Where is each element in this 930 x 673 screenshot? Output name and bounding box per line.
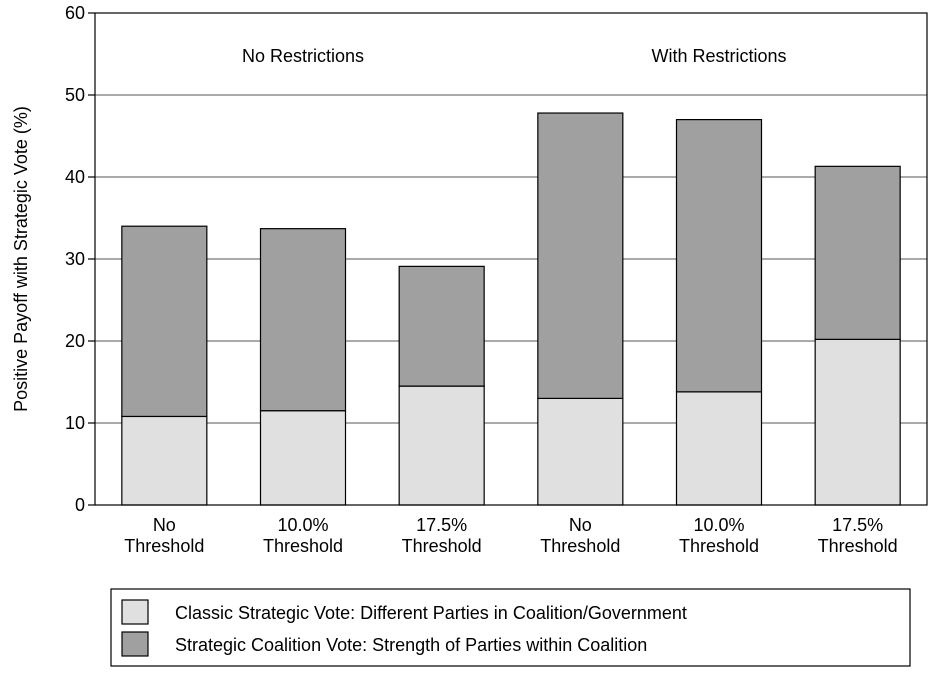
y-tick-label: 40 xyxy=(65,167,85,187)
legend-label: Strategic Coalition Vote: Strength of Pa… xyxy=(175,635,647,655)
bar-segment-series-1 xyxy=(675,391,763,506)
bar-segment-series-2 xyxy=(537,112,624,399)
legend-box xyxy=(110,588,911,667)
grid-lines xyxy=(95,94,927,424)
group-labels: No Restrictions With Restrictions xyxy=(242,46,787,66)
y-tick-label: 60 xyxy=(65,3,85,23)
legend-swatch xyxy=(121,599,149,625)
bar-segment-series-1 xyxy=(537,397,624,506)
y-tick-label: 10 xyxy=(65,413,85,433)
x-tick-label: 17.5% Threshold xyxy=(818,515,898,556)
bar-segment-series-2 xyxy=(121,225,208,418)
bar-segment-series-2 xyxy=(675,118,763,393)
x-tick-label: 17.5% Threshold xyxy=(402,515,482,556)
bar-segment-series-2 xyxy=(259,228,347,412)
x-tick-label: 10.0% Threshold xyxy=(263,515,343,556)
legend: Classic Strategic Vote: Different Partie… xyxy=(110,588,911,667)
y-axis-label: Positive Payoff with Strategic Vote (%) xyxy=(11,106,31,412)
x-axis-tick-labels: No Threshold 10.0% Threshold 17.5% Threshold N… xyxy=(124,515,897,556)
bars xyxy=(121,112,901,506)
bar-segment-series-2 xyxy=(814,165,901,340)
bar-segment-series-1 xyxy=(398,385,485,506)
y-axis-ticks: 0 10 20 30 40 50 60 xyxy=(65,3,95,515)
bar-segment-series-1 xyxy=(121,415,208,506)
y-tick-label: 30 xyxy=(65,249,85,269)
x-tick-label: No Threshold xyxy=(540,515,620,556)
y-tick-label: 20 xyxy=(65,331,85,351)
legend-label: Classic Strategic Vote: Different Partie… xyxy=(175,603,687,623)
y-tick-label: 0 xyxy=(75,495,85,515)
x-tick-label: 10.0% Threshold xyxy=(679,515,759,556)
group-label: With Restrictions xyxy=(651,46,786,66)
x-tick-label: No Threshold xyxy=(124,515,204,556)
group-label: No Restrictions xyxy=(242,46,364,66)
legend-swatch xyxy=(121,631,149,657)
y-tick-label: 50 xyxy=(65,85,85,105)
bar-segment-series-1 xyxy=(814,338,901,506)
bar-segment-series-2 xyxy=(398,265,485,387)
bar-segment-series-1 xyxy=(259,410,347,506)
